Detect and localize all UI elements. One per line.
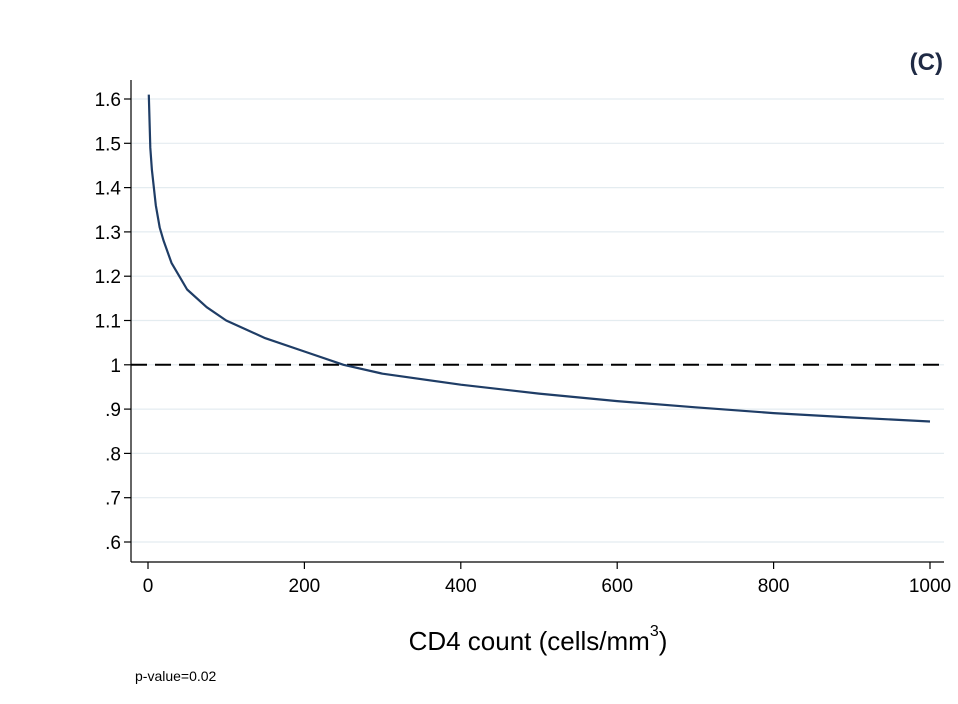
y-tick-label: 1 bbox=[110, 356, 121, 377]
x-axis-title-superscript: 3 bbox=[650, 623, 659, 640]
y-tick-label: 1.1 bbox=[95, 312, 121, 333]
x-tick-label: 600 bbox=[601, 576, 633, 597]
x-tick-label: 0 bbox=[143, 576, 154, 597]
y-tick-label: .9 bbox=[105, 400, 121, 421]
y-tick-label: 1.5 bbox=[95, 134, 121, 155]
y-tick-label: .8 bbox=[105, 444, 121, 465]
y-tick-label: .7 bbox=[105, 489, 121, 510]
axes: .6 .7 .8 .9 1 1.1 1.2 1.3 1.4 1.5 1.6 0 200 400 600 800… bbox=[95, 80, 951, 597]
panel-label: (C) bbox=[910, 49, 943, 76]
x-tick-label: 800 bbox=[758, 576, 790, 597]
y-tick-label: .6 bbox=[105, 533, 121, 554]
series-line bbox=[147, 94, 931, 423]
series-group bbox=[147, 94, 931, 423]
p-value-note: p-value=0.02 bbox=[135, 668, 217, 684]
x-tick-label: 200 bbox=[289, 576, 321, 597]
x-axis-title-main: CD4 count (cells/mm bbox=[409, 626, 650, 656]
y-tick-label: 1.3 bbox=[95, 223, 121, 244]
x-axis-title: CD4 count (cells/mm3) bbox=[409, 623, 668, 656]
y-tick-label: 1.2 bbox=[95, 267, 121, 288]
x-tick-label: 400 bbox=[445, 576, 477, 597]
x-tick-label: 1000 bbox=[909, 576, 951, 597]
gridlines bbox=[131, 98, 944, 543]
y-tick-label: 1.4 bbox=[95, 179, 122, 200]
x-axis-title-close: ) bbox=[659, 626, 668, 656]
y-tick-label: 1.6 bbox=[95, 90, 121, 111]
